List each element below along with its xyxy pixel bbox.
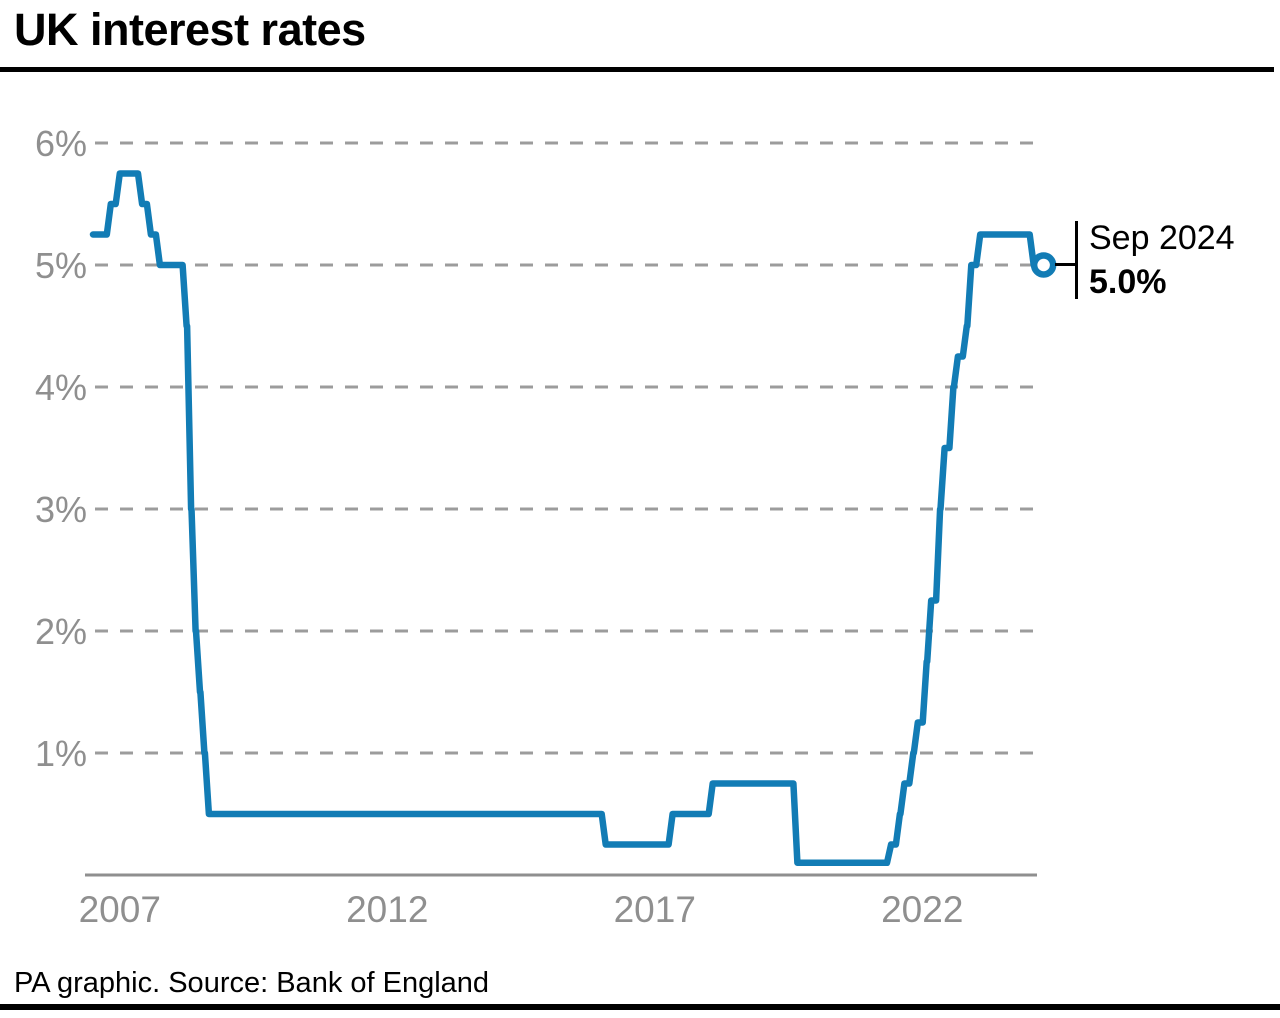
annotation-tick-line <box>1055 263 1076 266</box>
y-axis-label-1pct: 1% <box>35 733 87 774</box>
x-axis-label-2022: 2022 <box>881 889 963 930</box>
y-axis-label-2pct: 2% <box>35 611 87 652</box>
x-axis-label-2017: 2017 <box>614 889 696 930</box>
annotation-value: 5.0% <box>1089 263 1167 301</box>
title-divider <box>0 67 1274 72</box>
end-point-marker <box>1030 252 1057 278</box>
y-axis-label-3pct: 3% <box>35 489 87 530</box>
x-axis-label-2012: 2012 <box>346 889 428 930</box>
rate-line <box>89 170 1046 867</box>
y-axis-label-4pct: 4% <box>35 367 87 408</box>
y-axis-label-5pct: 5% <box>35 245 87 286</box>
annotation-date: Sep 2024 <box>1089 219 1235 257</box>
y-axis-label-6pct: 6% <box>35 123 87 164</box>
x-axis-label-2007: 2007 <box>79 889 161 930</box>
page-title: UK interest rates <box>14 4 366 55</box>
source-credit: PA graphic. Source: Bank of England <box>14 967 490 999</box>
annotation-vertical-line <box>1075 221 1078 299</box>
bottom-divider <box>0 1004 1280 1010</box>
